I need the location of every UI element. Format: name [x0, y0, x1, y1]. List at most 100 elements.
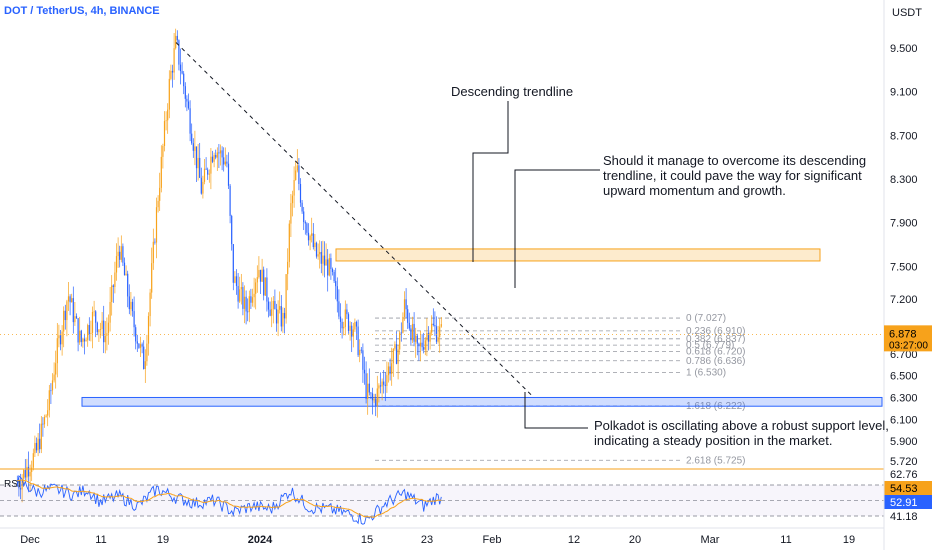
- candle-body: [427, 332, 430, 342]
- candle-body: [183, 73, 185, 87]
- price-tick-label: 7.500: [890, 261, 918, 273]
- candle-body: [157, 200, 159, 208]
- candle-body: [256, 277, 258, 283]
- candle-body: [226, 161, 228, 164]
- candle-body: [291, 195, 294, 204]
- candle-body: [199, 157, 201, 178]
- candle-body: [250, 296, 252, 303]
- candle-body: [135, 327, 137, 342]
- time-tick-label: 19: [843, 534, 855, 546]
- candle-body: [98, 329, 100, 333]
- candle-body: [111, 285, 113, 302]
- rsi-label: RSI: [4, 479, 21, 490]
- candle-body: [112, 285, 114, 287]
- candle-body: [139, 344, 142, 348]
- time-tick-label: 2024: [248, 534, 273, 546]
- resistance-line-2: trendline, it could pave the way for sig…: [603, 168, 862, 183]
- candle-body: [285, 274, 287, 319]
- candle-body: [227, 163, 230, 186]
- descending-trendline: [175, 42, 533, 396]
- candle-body: [207, 169, 209, 175]
- candle-body: [211, 156, 214, 162]
- price-tick-label: 8.700: [890, 130, 918, 142]
- candle-body: [47, 410, 49, 416]
- candle-body: [333, 272, 335, 282]
- price-tick-label: 6.100: [890, 414, 918, 426]
- candle-body: [421, 342, 423, 348]
- resistance-line-1: Should it manage to overcome its descend…: [603, 153, 867, 168]
- candle-body: [79, 330, 81, 343]
- descending-callout-line: [472, 101, 509, 262]
- candle-body: [120, 246, 122, 260]
- candle-body: [155, 207, 158, 243]
- candle-body: [56, 338, 58, 364]
- candle-body: [320, 251, 322, 264]
- fib-level-label: 0 (7.027): [686, 313, 726, 324]
- candle-body: [394, 344, 396, 349]
- time-tick-label: 20: [629, 534, 641, 546]
- candle-body: [50, 390, 52, 392]
- candle-body: [197, 157, 199, 169]
- candle-body: [319, 251, 321, 255]
- price-tick-label: 5.720: [890, 456, 918, 468]
- time-tick-label: Feb: [483, 534, 502, 546]
- candle-body: [18, 485, 20, 489]
- candle-body: [93, 311, 95, 313]
- last-price-badge: [884, 325, 932, 352]
- symbol-header[interactable]: DOT / TetherUS, 4h, BINANCE: [4, 5, 160, 17]
- candle-body: [59, 335, 62, 345]
- candle-body: [219, 150, 222, 154]
- rsi-pane: RSI 62.76 54.53 52.91 41.18: [0, 468, 932, 529]
- candle-body: [304, 222, 306, 224]
- candle-body: [415, 335, 417, 342]
- candle-body: [426, 332, 428, 341]
- price-tick-label: 7.900: [890, 218, 918, 230]
- candle-body: [170, 70, 172, 79]
- candle-body: [186, 98, 188, 102]
- candle-body: [175, 35, 177, 49]
- candle-body: [122, 246, 124, 263]
- candle-body: [130, 301, 132, 310]
- candle-body: [173, 48, 175, 73]
- candle-body: [248, 296, 250, 312]
- candle-body: [103, 320, 105, 343]
- candle-body: [162, 145, 164, 157]
- candle-body: [339, 316, 342, 322]
- candle-body: [90, 332, 92, 334]
- candle-body: [287, 261, 289, 275]
- candle-body: [274, 301, 276, 310]
- candle-body: [376, 388, 378, 406]
- candle-body: [39, 438, 41, 450]
- candle-body: [392, 348, 394, 364]
- candle-body: [95, 311, 97, 323]
- candle-body: [213, 155, 215, 162]
- last-price-value: 6.878: [889, 328, 917, 340]
- candle-body: [347, 314, 350, 331]
- candle-body: [389, 366, 391, 374]
- candle-body: [267, 301, 270, 310]
- fib-level-label: 1 (6.530): [686, 367, 726, 378]
- candle-body: [144, 361, 146, 370]
- candle-body: [405, 299, 407, 310]
- resistance-zone: [335, 248, 821, 262]
- candle-body: [290, 203, 292, 224]
- candle-body: [277, 309, 279, 324]
- candle-body: [19, 488, 22, 490]
- candle-body: [143, 346, 145, 370]
- candle-body: [423, 347, 425, 350]
- candle-body: [272, 301, 274, 309]
- candle-body: [378, 385, 380, 389]
- fib-level-label: 0.236 (6.910): [686, 326, 746, 337]
- candle-body: [67, 296, 70, 302]
- time-tick-label: 15: [361, 534, 373, 546]
- candle-body: [109, 301, 111, 323]
- candle-body: [223, 157, 225, 165]
- candle-body: [271, 308, 273, 316]
- candle-body: [413, 323, 415, 342]
- candle-body: [403, 299, 406, 317]
- candle-body: [240, 287, 242, 290]
- candle-body: [355, 322, 358, 327]
- candle-body: [221, 150, 223, 158]
- fib-level-label: 2.618 (5.725): [686, 455, 746, 466]
